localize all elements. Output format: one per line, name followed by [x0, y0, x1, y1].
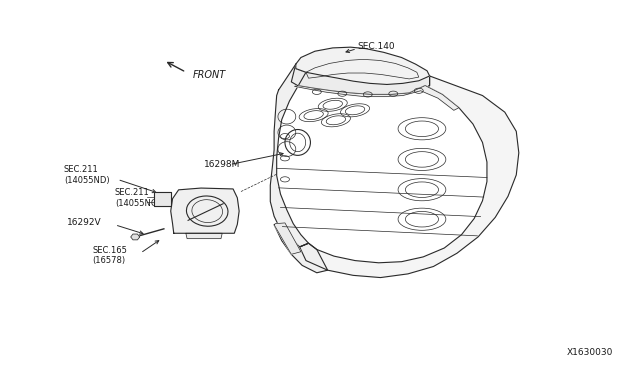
Polygon shape: [186, 233, 222, 238]
Text: X1630030: X1630030: [567, 349, 613, 357]
Polygon shape: [131, 234, 140, 240]
Text: SEC.140: SEC.140: [357, 42, 395, 51]
Polygon shape: [291, 64, 429, 94]
Polygon shape: [171, 188, 239, 233]
Polygon shape: [274, 224, 328, 273]
Text: FRONT: FRONT: [193, 70, 226, 80]
Text: SEC.165
(16578): SEC.165 (16578): [93, 246, 127, 265]
Polygon shape: [270, 64, 308, 247]
Polygon shape: [300, 76, 519, 278]
Text: SEC.211
(14055NC): SEC.211 (14055NC): [115, 188, 160, 208]
Text: 16292V: 16292V: [67, 218, 102, 227]
Polygon shape: [296, 47, 429, 84]
Polygon shape: [274, 223, 301, 254]
Polygon shape: [294, 86, 459, 110]
Text: SEC.211
(14055ND): SEC.211 (14055ND): [64, 165, 109, 185]
Polygon shape: [154, 192, 171, 206]
Text: 16298M: 16298M: [204, 160, 241, 169]
